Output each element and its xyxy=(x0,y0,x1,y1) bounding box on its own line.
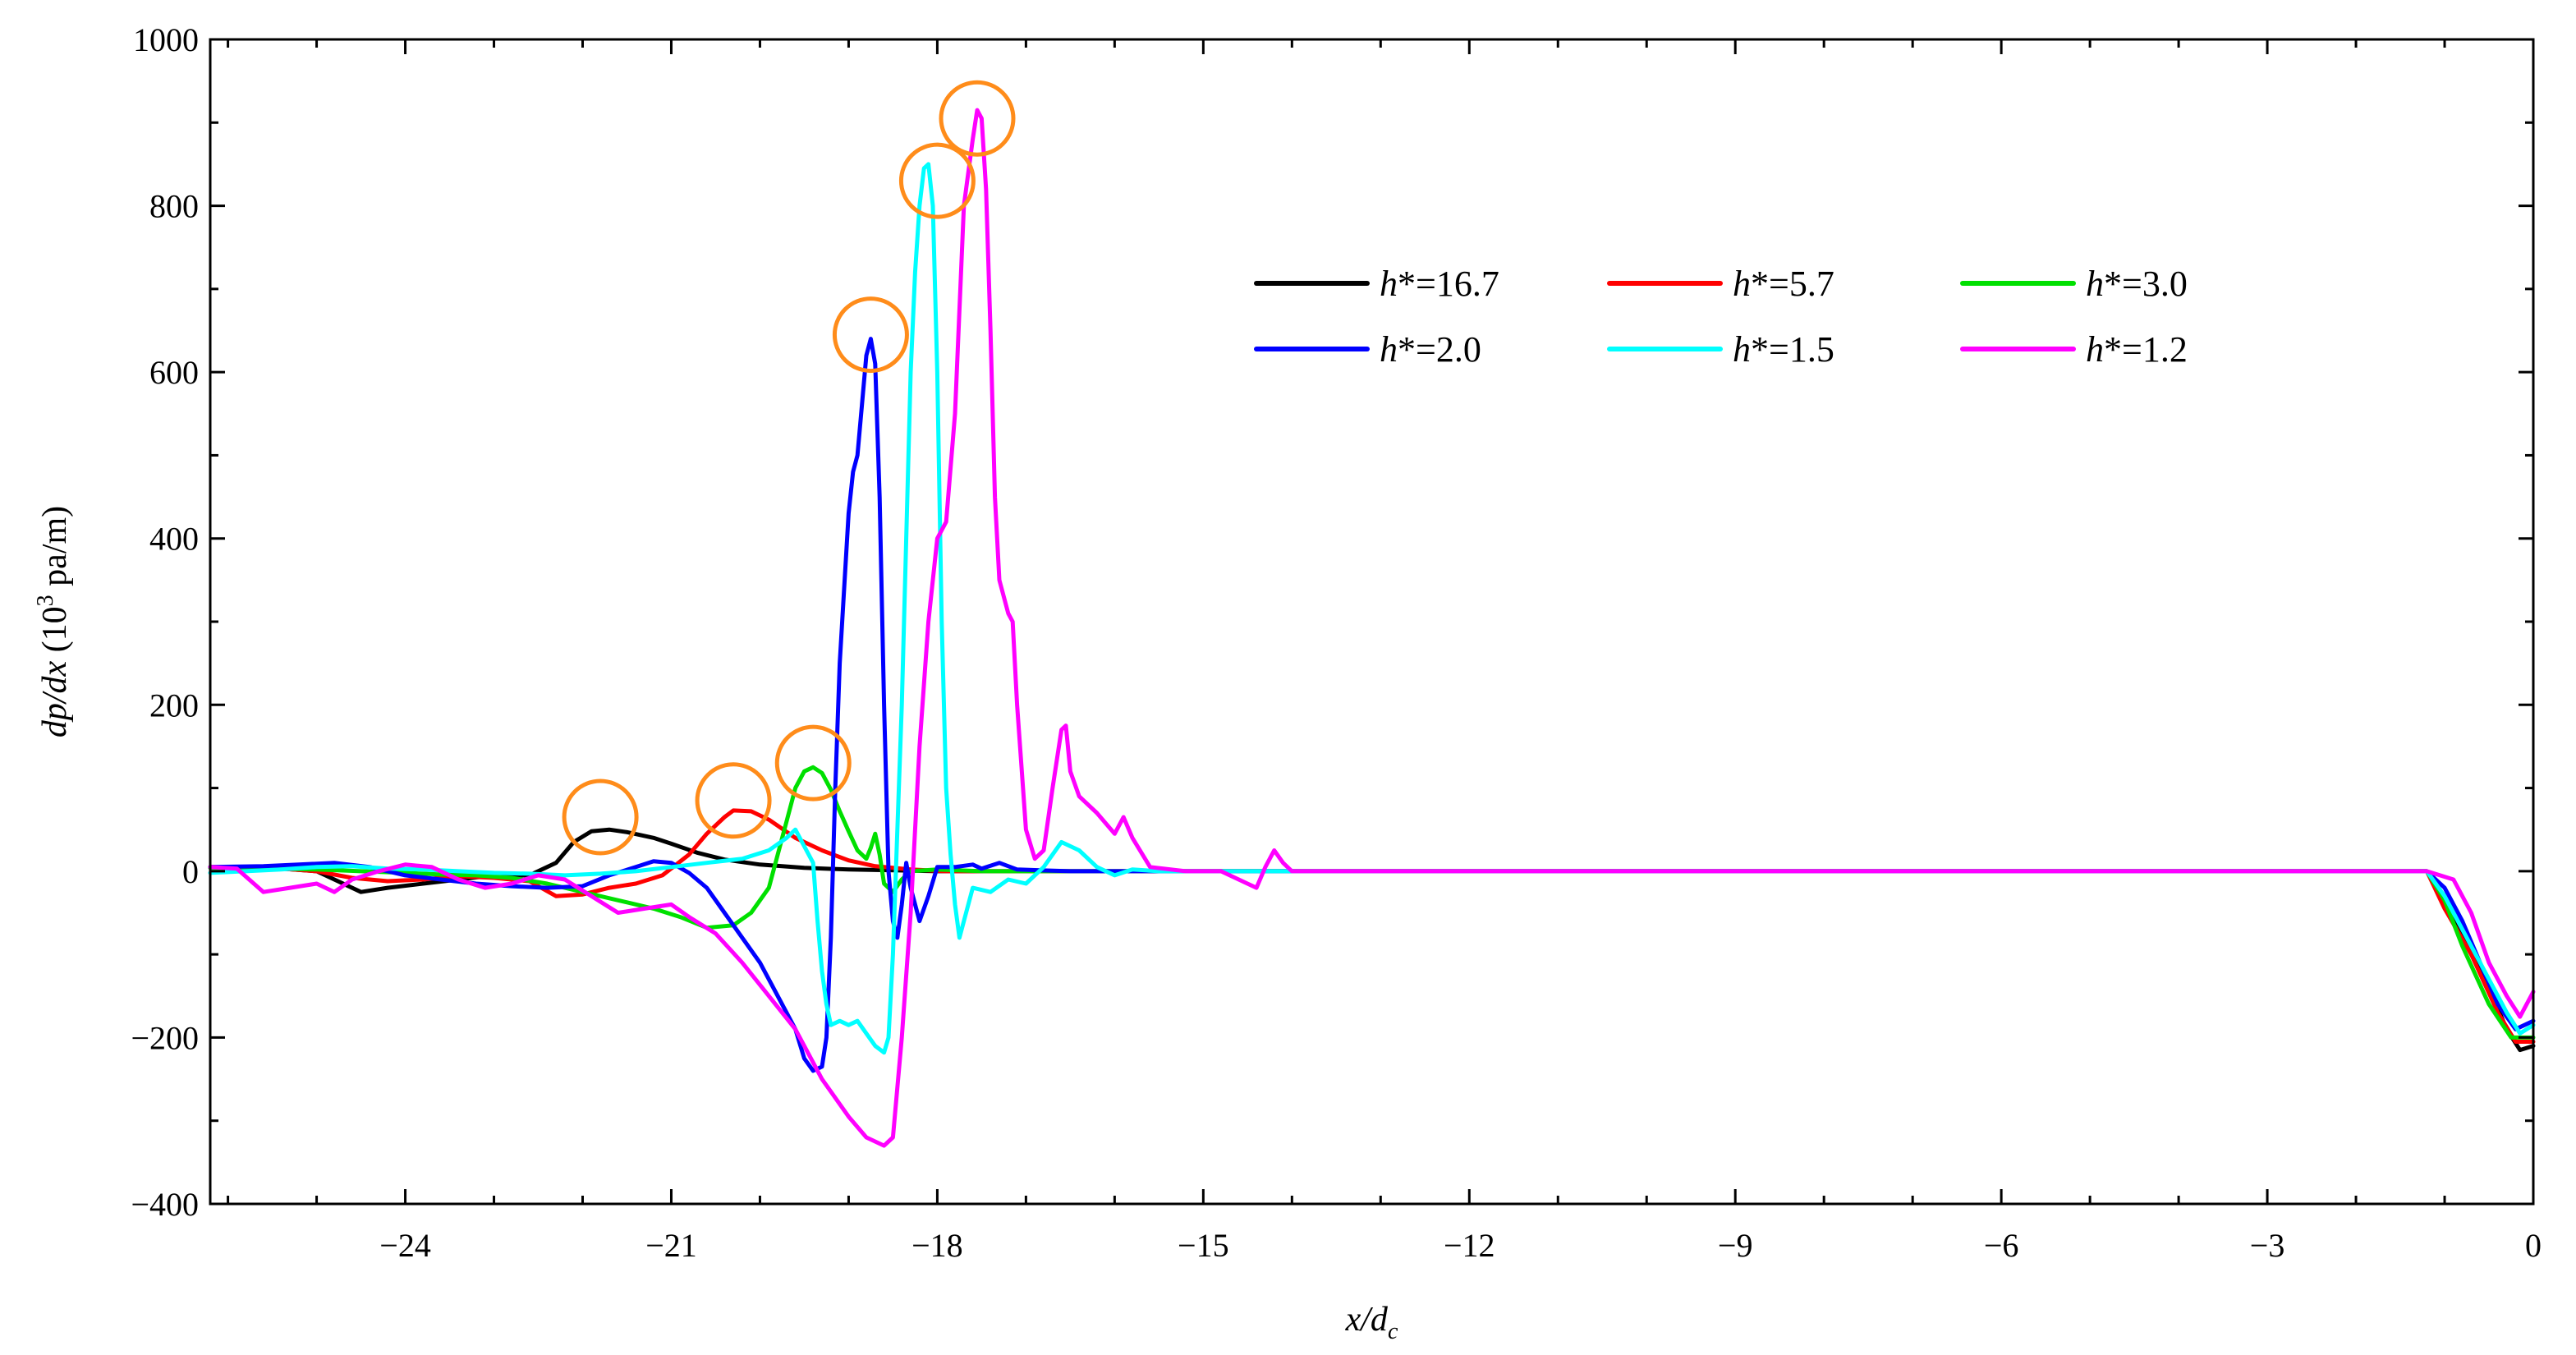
legend-label: h*=16.7 xyxy=(1380,264,1499,304)
legend-label: h*=2.0 xyxy=(1380,329,1481,370)
legend-entry-4: h*=2.0 xyxy=(1254,329,1481,370)
legend-entry-1: h*=16.7 xyxy=(1254,264,1499,304)
highlight-circle-2 xyxy=(695,762,772,839)
y-tick-label: −400 xyxy=(131,1186,199,1223)
series-line-4 xyxy=(208,337,2536,1073)
series-line-5 xyxy=(208,162,2536,1055)
series-line-3 xyxy=(208,765,2536,1040)
highlight-circles xyxy=(562,80,1016,856)
x-tick-label: −18 xyxy=(911,1227,963,1264)
series-line-1 xyxy=(208,827,2536,1053)
highlight-circle-3 xyxy=(774,724,852,802)
legend-label: h*=3.0 xyxy=(2086,264,2188,304)
legend-entry-5: h*=1.5 xyxy=(1607,329,1834,370)
highlight-circle-1 xyxy=(562,779,639,856)
highlight-circle-5 xyxy=(898,142,976,219)
x-tick-label: −3 xyxy=(2250,1227,2285,1264)
axis-ticks: −24 −21 −18 −15 −12 −9 −6 −3 0 −400 −200 0 200 400 600… xyxy=(131,21,2542,1264)
x-tick-label: −24 xyxy=(379,1227,431,1264)
series-line-2 xyxy=(208,808,2536,1044)
x-tick-label: −21 xyxy=(645,1227,697,1264)
x-tick-label: −6 xyxy=(1984,1227,2019,1264)
legend-label: h*=1.2 xyxy=(2086,329,2188,370)
legend-label: h*=1.5 xyxy=(1733,329,1834,370)
y-tick-label: −200 xyxy=(131,1019,199,1056)
series-line-6 xyxy=(208,108,2536,1148)
highlight-circle-4 xyxy=(832,296,909,374)
x-axis-label: x/dc xyxy=(1345,1301,1398,1344)
y-tick-label: 200 xyxy=(149,687,199,723)
x-tick-label: −9 xyxy=(1718,1227,1753,1264)
legend-entry-6: h*=1.2 xyxy=(1960,329,2188,370)
legend: h*=16.7 h*=5.7 h*=3.0 h*=2.0 h*=1.5 h*=1.2 xyxy=(1254,264,2188,370)
series-layer xyxy=(208,108,2536,1148)
y-tick-label: 0 xyxy=(182,853,199,890)
x-tick-label: −15 xyxy=(1178,1227,1229,1264)
y-tick-label: 600 xyxy=(149,354,199,391)
highlight-circle-6 xyxy=(939,80,1016,157)
x-tick-label: 0 xyxy=(2525,1227,2542,1264)
legend-label: h*=5.7 xyxy=(1733,264,1834,304)
y-tick-label: 400 xyxy=(149,521,199,558)
plot-frame xyxy=(209,38,2535,1206)
y-tick-label: 800 xyxy=(149,188,199,225)
legend-entry-3: h*=3.0 xyxy=(1960,264,2188,304)
y-axis-label: dp/dx (103 pa/m) xyxy=(33,506,74,737)
x-tick-label: −12 xyxy=(1444,1227,1495,1264)
y-tick-label: 1000 xyxy=(133,21,199,58)
legend-entry-2: h*=5.7 xyxy=(1607,264,1834,304)
